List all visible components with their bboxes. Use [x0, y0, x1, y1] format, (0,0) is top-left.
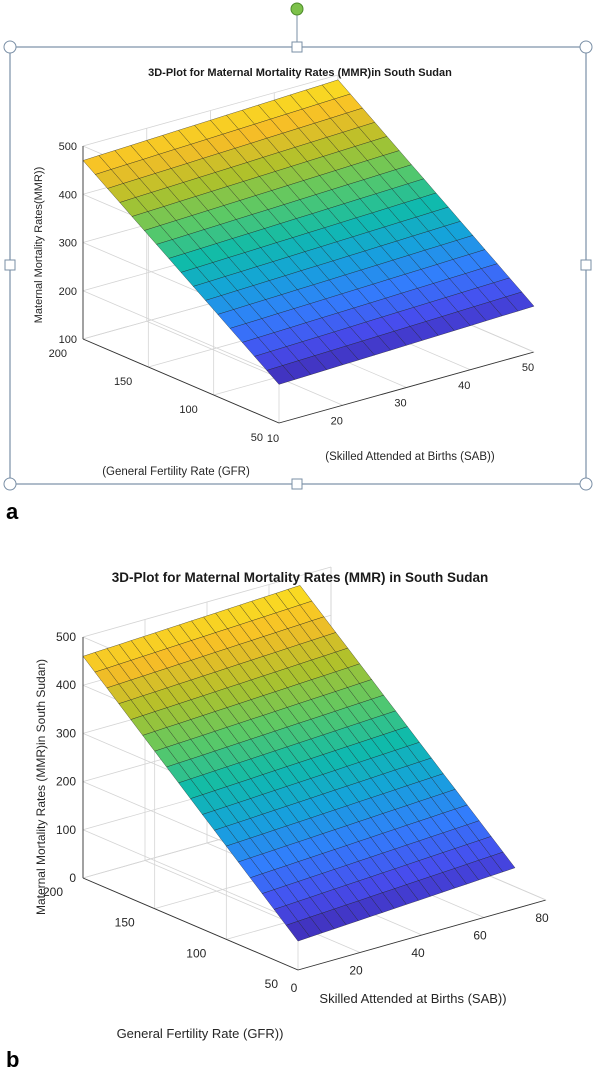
z-tick-label: 300: [59, 238, 77, 250]
surface-cell: [490, 851, 516, 873]
x-tick-label: 50: [522, 362, 534, 374]
tick-labels-a: 10 20 30 40 50 50 100 150 200 100 200 300 400 500: [49, 141, 534, 445]
y-axis-label: (General Fertility Rate (GFR): [102, 466, 250, 478]
z-tick-label: 300: [56, 726, 76, 740]
chart-title: 3D-Plot for Maternal Mortality Rates (MM…: [148, 67, 452, 79]
y-tick-label: 100: [179, 404, 197, 416]
resize-handle-bottom[interactable]: [291, 478, 303, 490]
grid-line: [82, 290, 280, 376]
surface-b: [82, 585, 516, 942]
x-tick-label: 20: [349, 964, 363, 978]
z-tick-label: 400: [59, 189, 77, 201]
resize-handle-top-right[interactable]: [579, 40, 593, 54]
resize-handle-right[interactable]: [580, 259, 592, 271]
y-tick-label: 100: [186, 946, 206, 960]
z-tick-label: 100: [59, 334, 77, 346]
resize-handle-top-left[interactable]: [3, 40, 17, 54]
surface-a: [82, 79, 535, 385]
y-tick-label: 150: [115, 916, 135, 930]
grid-line: [146, 320, 343, 406]
z-tick-label: 0: [69, 871, 76, 885]
y-tick-label: 200: [49, 348, 67, 360]
x-axis-line: [278, 351, 535, 424]
y-axis-line: [82, 338, 280, 424]
x-axis-line: [297, 899, 547, 971]
y-tick-label: 150: [114, 376, 132, 388]
y-axis-label: General Fertility Rate (GFR)): [117, 1026, 284, 1041]
z-axis-label: Maternal Mortality Rates (MMR)in South S…: [34, 659, 48, 915]
chart-title: 3D-Plot for Maternal Mortality Rates (MM…: [112, 570, 489, 585]
x-tick-label: 20: [331, 415, 343, 427]
chart-a: 10 20 30 40 50 50 100 150 200 100 200 300 400 500 3D-…: [3, 2, 593, 524]
grid-line: [82, 829, 299, 923]
x-tick-label: 40: [411, 946, 425, 960]
z-tick-label: 100: [56, 823, 76, 837]
x-tick-label: 60: [473, 929, 487, 943]
x-tick-label: 40: [458, 380, 470, 392]
resize-handle-bottom-right[interactable]: [579, 477, 593, 491]
x-tick-label: 0: [291, 981, 298, 995]
x-tick-label: 30: [394, 398, 406, 410]
grid-line: [144, 860, 361, 953]
rotate-handle[interactable]: [290, 2, 304, 16]
chart-b: 0 20 40 60 80 50 100 150 200 0 100 200 300 400 500 3D-…: [6, 566, 549, 1072]
y-tick-label: 200: [43, 885, 63, 899]
y-tick-label: 50: [251, 432, 263, 444]
z-tick-label: 500: [59, 141, 77, 153]
x-axis-label: (Skilled Attended at Births (SAB)): [325, 451, 495, 463]
tick-labels-b: 0 20 40 60 80 50 100 150 200 0 100 200 300 400 500: [43, 630, 549, 995]
z-tick-label: 200: [56, 775, 76, 789]
z-tick-label: 500: [56, 630, 76, 644]
panel-label-b: b: [6, 1047, 19, 1072]
z-tick-label: 200: [59, 286, 77, 298]
resize-handle-top[interactable]: [291, 41, 303, 53]
resize-handle-left[interactable]: [4, 259, 16, 271]
y-tick-label: 50: [265, 977, 279, 991]
surface-cell: [505, 291, 535, 312]
z-tick-label: 400: [56, 678, 76, 692]
x-tick-label: 10: [267, 433, 279, 445]
z-axis-label: Maternal Mortality Rates(MMR)): [33, 167, 45, 323]
y-axis-line: [82, 877, 299, 971]
panel-label-a: a: [6, 499, 19, 524]
x-axis-label: Skilled Attended at Births (SAB)): [319, 991, 506, 1006]
resize-handle-bottom-left[interactable]: [3, 477, 17, 491]
x-tick-label: 80: [535, 911, 549, 925]
